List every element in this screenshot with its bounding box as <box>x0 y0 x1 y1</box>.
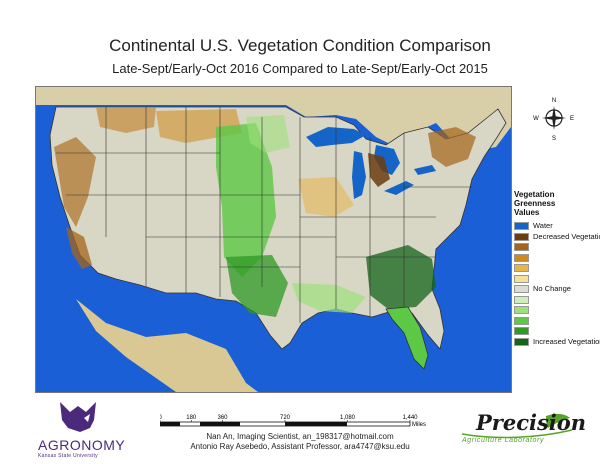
legend-label: Decreased Vegetation <box>533 231 600 241</box>
legend-title-line: Greenness <box>514 199 556 208</box>
florida <box>385 306 429 370</box>
compass-west-label: W <box>533 116 539 122</box>
zone-decrease-midwest <box>298 177 354 217</box>
legend-swatch <box>514 337 529 346</box>
legend-item <box>514 316 600 327</box>
credit-line-2: Antonio Ray Asebedo, Assistant Professor… <box>190 442 410 451</box>
legend-item: Water <box>514 221 600 232</box>
legend-item <box>514 295 600 306</box>
legend-item <box>514 263 600 274</box>
scale-bar-segment <box>200 422 240 426</box>
precision-wordmark: Precision <box>476 410 587 435</box>
zone-increase-gulf <box>292 283 366 313</box>
scale-bar-segment <box>160 422 180 426</box>
compass-south-label: S <box>552 136 556 142</box>
legend-swatch <box>514 295 529 304</box>
agronomy-logo <box>60 402 96 432</box>
legend-label: No Change <box>533 284 571 293</box>
compass-needle-ew <box>542 116 566 120</box>
legend-swatch <box>514 264 529 272</box>
legend-swatch <box>514 274 529 283</box>
scale-bar: 0 180 360 720 1,080 1,440 Miles <box>160 415 426 428</box>
legend-item: No Change <box>514 284 600 295</box>
scale-bar-segment <box>285 422 347 426</box>
legend-swatch <box>514 316 529 325</box>
legend-item <box>514 326 600 337</box>
ksu-wordmark: Kansas State University <box>38 453 98 459</box>
legend-swatch <box>514 243 529 251</box>
legend-item: Increased Vegetation <box>514 337 600 348</box>
legend-title-line: Values <box>514 208 540 217</box>
map-subtitle: Late-Sept/Early-Oct 2016 Compared to Lat… <box>112 61 488 76</box>
scale-tick-label: 180 <box>186 415 197 421</box>
legend-swatch <box>514 327 529 335</box>
scale-tick-label: 1,440 <box>402 415 418 421</box>
legend-swatch <box>514 306 529 314</box>
lake-ontario <box>414 165 436 175</box>
legend-item <box>514 274 600 285</box>
zone-decrease-west <box>54 137 96 227</box>
credit-line-1: Nan An, Imaging Scientist, an_198317@hot… <box>206 432 394 441</box>
map-title: Continental U.S. Vegetation Condition Co… <box>109 36 491 55</box>
map-canvas <box>36 87 511 392</box>
lake-michigan <box>352 151 366 199</box>
canada-land <box>36 87 511 151</box>
zone-increase-plains <box>216 123 276 277</box>
legend-item: Decreased Vegetation <box>514 232 600 243</box>
legend-items: Water Decreased Vegetation No Change Increa… <box>514 221 600 347</box>
scale-tick-label: 360 <box>217 415 228 421</box>
legend-swatch <box>514 285 529 293</box>
zone-increase-dakota <box>246 115 290 153</box>
zone-decrease-michigan <box>368 153 390 187</box>
legend-label: Water <box>533 221 553 230</box>
legend-swatch <box>514 222 529 230</box>
scale-tick-label: 1,080 <box>340 415 356 421</box>
swoosh-icon <box>461 429 573 439</box>
credits: Nan An, Imaging Scientist, an_198317@hot… <box>0 432 600 452</box>
compass-rose: N S E W <box>533 98 574 142</box>
legend-swatch <box>514 232 529 241</box>
legend-title: Vegetation Greenness Values <box>514 190 600 217</box>
leaf-icon <box>546 413 570 428</box>
zone-decrease-northwest <box>96 107 156 133</box>
lake-erie <box>384 181 414 195</box>
legend: Vegetation Greenness Values Water Decreas… <box>514 190 600 347</box>
legend-item <box>514 305 600 316</box>
mexico-land <box>76 299 258 392</box>
precision-subtitle: Agriculture Laboratory <box>462 437 545 444</box>
legend-title-line: Vegetation <box>514 190 555 199</box>
scale-tick-label: 720 <box>280 415 291 421</box>
agronomy-wordmark: AGRONOMY <box>38 437 126 453</box>
vegetation-map <box>35 86 512 393</box>
zone-increase-southeast <box>366 245 436 309</box>
zone-decrease-northeast <box>428 127 476 167</box>
scale-tick-label: 0 <box>160 415 162 421</box>
state-boundaries <box>56 107 472 323</box>
legend-item <box>514 242 600 253</box>
scale-unit: Miles <box>412 422 426 428</box>
wildcat-icon <box>60 402 96 432</box>
zone-increase-texas <box>226 255 288 317</box>
legend-item <box>514 253 600 264</box>
zone-decrease-california <box>66 227 92 269</box>
compass-east-label: E <box>570 116 574 122</box>
legend-label: Increased Vegetation <box>533 336 600 346</box>
legend-swatch <box>514 253 529 262</box>
compass-north-label: N <box>552 98 556 104</box>
precision-logo <box>461 413 573 439</box>
